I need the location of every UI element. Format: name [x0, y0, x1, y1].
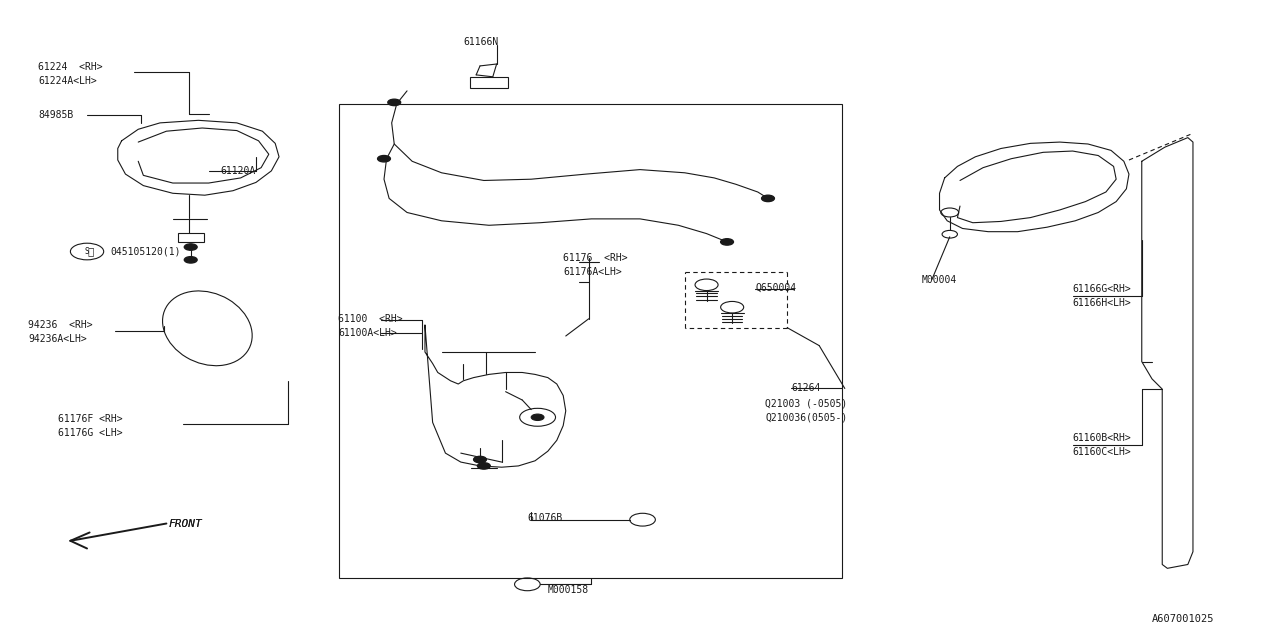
Text: 61076B: 61076B	[527, 513, 563, 524]
Bar	[178, 233, 204, 242]
Text: 61100  <RH>: 61100 <RH>	[338, 314, 402, 324]
Text: 61176  <RH>: 61176 <RH>	[563, 253, 627, 263]
Text: 61224  <RH>: 61224 <RH>	[38, 61, 102, 72]
Text: FRONT: FRONT	[169, 518, 202, 529]
Text: 61100A<LH>: 61100A<LH>	[338, 328, 397, 338]
Text: 94236  <RH>: 94236 <RH>	[28, 320, 92, 330]
Text: 61166G<RH>: 61166G<RH>	[1073, 284, 1132, 294]
Text: M00004: M00004	[922, 275, 957, 285]
Text: A607001025: A607001025	[1152, 614, 1215, 624]
Text: 61160C<LH>: 61160C<LH>	[1073, 447, 1132, 458]
Text: 045105120(1): 045105120(1)	[110, 246, 180, 257]
Bar	[470, 77, 508, 88]
Text: Q21003 (-0505): Q21003 (-0505)	[765, 398, 847, 408]
Circle shape	[184, 244, 197, 250]
Text: 61120A: 61120A	[220, 166, 256, 176]
Text: M000158: M000158	[548, 585, 589, 595]
Circle shape	[477, 463, 490, 469]
Circle shape	[531, 414, 544, 420]
Circle shape	[378, 156, 390, 162]
Circle shape	[388, 99, 401, 106]
Text: FRONT: FRONT	[169, 518, 202, 529]
Bar	[339, 104, 842, 578]
Circle shape	[762, 195, 774, 202]
Text: 84985B: 84985B	[38, 110, 74, 120]
Circle shape	[184, 257, 197, 263]
Text: 94236A<LH>: 94236A<LH>	[28, 334, 87, 344]
Text: Q210036(0505-): Q210036(0505-)	[765, 412, 847, 422]
Text: Q650004: Q650004	[755, 283, 796, 293]
Text: 61224A<LH>: 61224A<LH>	[38, 76, 97, 86]
Text: 61160B<RH>: 61160B<RH>	[1073, 433, 1132, 444]
Text: 61176G <LH>: 61176G <LH>	[58, 428, 122, 438]
Text: 61176A<LH>: 61176A<LH>	[563, 267, 622, 277]
Text: 61264: 61264	[791, 383, 820, 394]
Text: 61166H<LH>: 61166H<LH>	[1073, 298, 1132, 308]
Text: 61176F <RH>: 61176F <RH>	[58, 413, 122, 424]
Circle shape	[721, 239, 733, 245]
Text: Ⓢ: Ⓢ	[87, 246, 93, 257]
Text: S: S	[84, 247, 90, 256]
Text: 61166N: 61166N	[463, 37, 499, 47]
Circle shape	[474, 456, 486, 463]
